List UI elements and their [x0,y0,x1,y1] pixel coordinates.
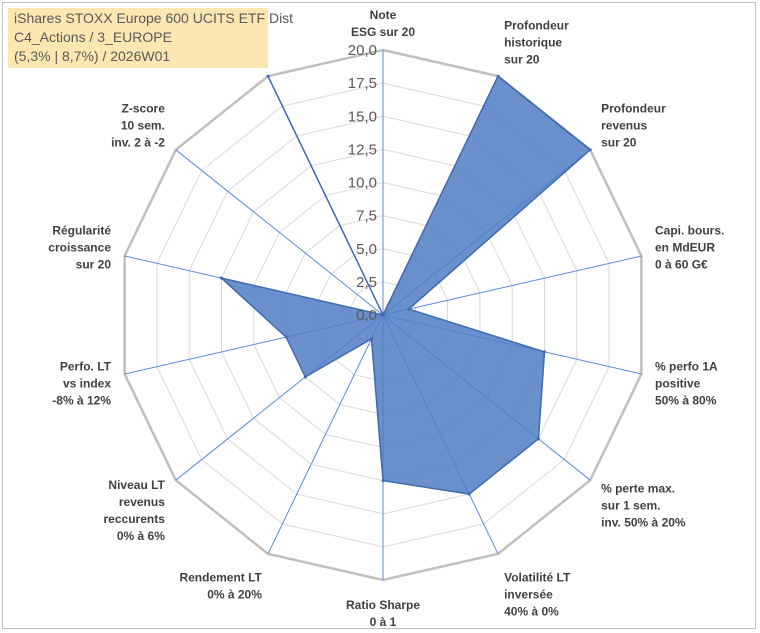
data-point-8 [370,337,373,341]
category-label-5-line-2: inv. 50% à 20% [601,515,686,529]
tick-label-0: 0,0 [356,307,377,324]
tick-label-8: 20,0 [348,42,377,59]
category-label-4: % perfo 1A positive 50% à 80% [655,359,718,407]
category-label-3-line-1: en MdEUR [655,241,715,255]
category-label-10-line-2: -8% à 12% [52,393,111,407]
category-label-9-line-3: 0% à 6% [117,529,165,543]
category-label-8-line-0: Rendement LT [179,570,262,584]
tick-label-3: 7,5 [356,208,377,225]
tick-label-2: 5,0 [356,241,377,258]
category-label-11-line-2: sur 20 [76,258,112,272]
category-label-7-line-1: 0 à 1 [370,615,397,629]
category-label-4-line-0: % perfo 1A [655,359,718,373]
category-label-8-line-1: 0% à 20% [207,587,262,601]
data-point-3 [407,307,411,311]
data-point-11 [220,276,223,280]
radial-tick-labels: 0,0 2,5 5,0 7,5 10,0 12,5 15,0 17,5 20,0 [348,42,377,324]
category-label-1: Profondeur historique sur 20 [504,19,569,67]
tick-label-6: 15,0 [348,108,377,125]
data-point-7 [381,479,385,483]
category-label-2: Profondeur revenus sur 20 [601,102,666,150]
chart-title-box: iShares STOXX Europe 600 UCITS ETF Dist … [8,8,293,68]
tick-label-5: 12,5 [348,141,377,158]
category-label-0: Note ESG sur 20 [351,8,415,39]
category-label-3-line-0: Capi. bours. [655,224,724,238]
category-label-9-line-2: reccurents [104,512,166,526]
series-area-0 [218,75,592,495]
tick-label-4: 10,0 [348,175,377,192]
category-label-5-line-0: % perte max. [601,481,675,495]
data-point-1 [496,74,500,78]
category-label-6-line-1: inversée [504,587,553,601]
data-point-6 [467,492,471,496]
category-label-6-line-2: 40% à 0% [504,604,559,618]
spoke-3 [382,255,642,316]
category-label-12-line-2: inv. 2 à -2 [111,136,165,150]
category-label-12-line-0: Z-score [122,102,166,116]
category-label-12-line-1: 10 sem. [121,119,165,133]
category-label-1-line-2: sur 20 [504,53,540,67]
category-label-1-line-0: Profondeur [504,19,569,33]
category-label-0-line-0: Note [370,8,397,22]
category-label-12: Z-score 10 sem. inv. 2 à -2 [111,102,165,150]
category-label-6-line-0: Volatilité LT [504,570,571,584]
category-label-2-line-2: sur 20 [601,136,637,150]
category-label-5: % perte max. sur 1 sem. inv. 50% à 20% [601,481,686,529]
category-label-11: Régularité croissance sur 20 [48,224,111,272]
category-label-4-line-2: 50% à 80% [655,393,717,407]
data-point-13 [266,74,270,78]
data-point-4 [543,350,546,354]
category-label-10: Perfo. LT vs index -8% à 12% [52,359,111,407]
category-label-7: Ratio Sharpe 0 à 1 [346,598,420,629]
category-label-1-line-1: historique [504,36,562,50]
category-label-9-line-0: Niveau LT [108,478,165,492]
chart-title-line-3: (5,3% | 8,7%) / 2026W01 [14,48,171,64]
spoke-8 [267,314,384,555]
chart-title-line-1: iShares STOXX Europe 600 UCITS ETF Dist [14,10,294,26]
category-label-3-line-2: 0 à 60 G€ [655,258,708,272]
category-label-3: Capi. bours. en MdEUR 0 à 60 G€ [655,224,724,272]
category-label-5-line-1: sur 1 sem. [601,498,660,512]
category-label-9-line-1: revenus [119,495,165,509]
category-label-8: Rendement LT 0% à 20% [179,570,262,601]
category-label-11-line-1: croissance [48,241,111,255]
data-point-5 [536,437,540,441]
data-point-9 [303,375,307,379]
data-point-10 [284,335,288,339]
category-label-11-line-0: Régularité [52,224,111,238]
category-label-4-line-1: positive [655,376,701,390]
category-label-0-line-1: ESG sur 20 [351,25,415,39]
category-label-10-line-0: Perfo. LT [60,359,112,373]
tick-label-1: 2,5 [356,274,377,291]
data-point-12 [381,313,385,317]
category-label-2-line-0: Profondeur [601,102,666,116]
spoke-12 [175,149,384,316]
tick-label-7: 17,5 [348,75,377,92]
category-label-10-line-1: vs index [63,376,111,390]
category-label-7-line-0: Ratio Sharpe [346,598,420,612]
data-point-2 [588,148,592,152]
category-label-2-line-1: revenus [601,119,647,133]
category-label-9: Niveau LT revenus reccurents 0% à 6% [104,478,166,543]
chart-title-line-2: C4_Actions / 3_EUROPE [14,29,172,45]
radar-series [218,74,592,496]
category-label-6: Volatilité LT inversée 40% à 0% [504,570,571,618]
